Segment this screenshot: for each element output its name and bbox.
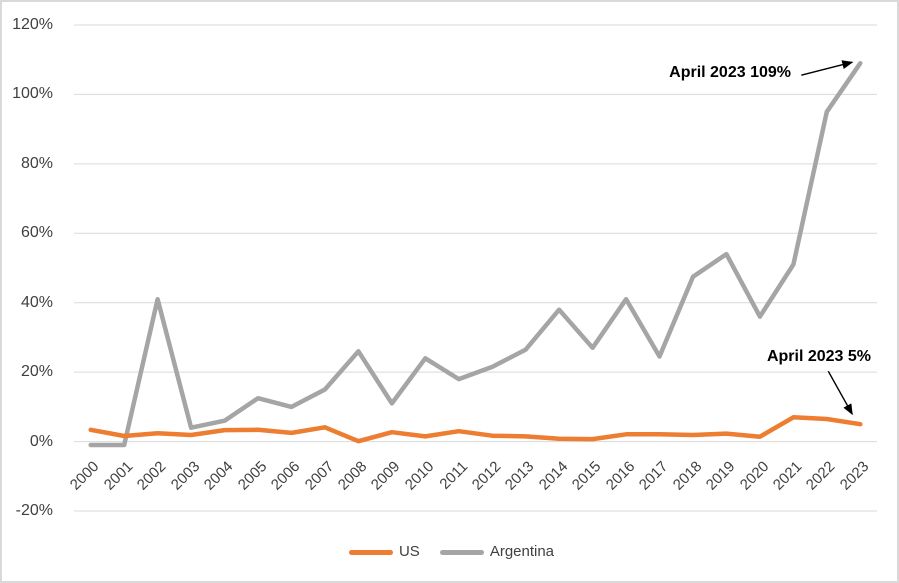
annotation-arrow: [827, 370, 853, 416]
y-axis-label: 60%: [20, 224, 53, 242]
y-axis-label: 120%: [12, 16, 53, 33]
y-axis-label: 20%: [20, 363, 53, 381]
y-axis-label: 100%: [12, 85, 53, 103]
annotation-arrow: [801, 60, 854, 76]
annotation-us-april-2023: April 2023 5%: [766, 348, 871, 365]
argentina-line-swatch: [439, 549, 484, 555]
us-line: [88, 415, 863, 444]
legend-label-argentina: Argentina: [489, 543, 555, 560]
legend-label-us: US: [398, 543, 420, 560]
legend-item-argentina: Argentina: [439, 543, 555, 561]
y-axis-label: 0%: [29, 432, 53, 450]
us-line-swatch: [348, 549, 393, 555]
y-axis-label: 80%: [20, 154, 53, 172]
y-axis-label: 40%: [20, 293, 53, 311]
legend: US Argentina: [2, 543, 897, 561]
y-axis-label: -20%: [15, 502, 53, 519]
annotation-argentina-april-2023: April 2023 109%: [669, 64, 791, 81]
legend-item-us: US: [348, 543, 420, 561]
argentina-line: [88, 60, 863, 448]
